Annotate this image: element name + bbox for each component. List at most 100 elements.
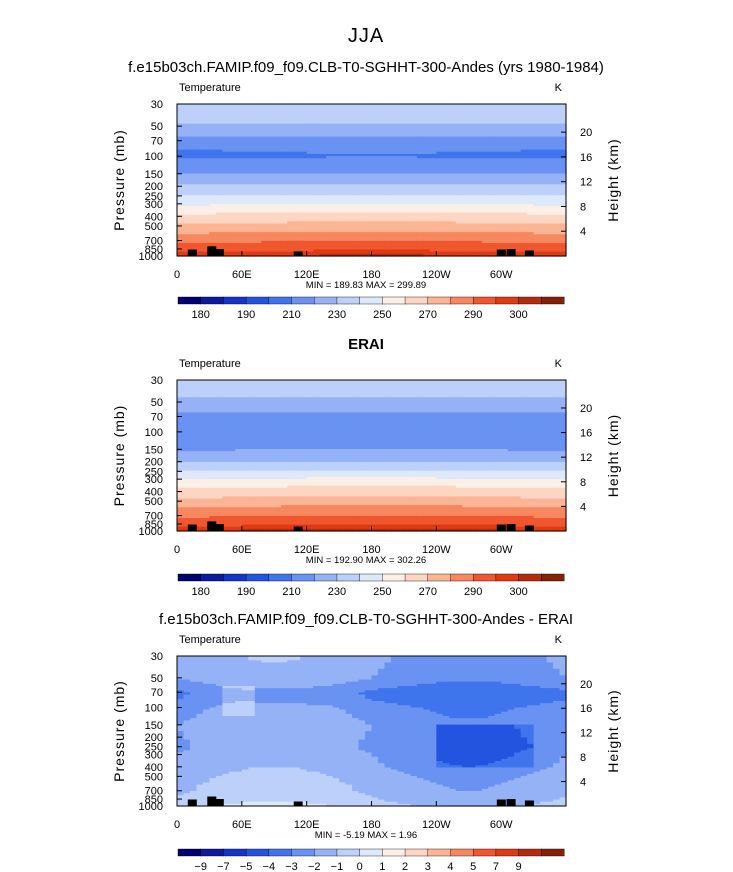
field-cell bbox=[397, 112, 405, 116]
field-cell bbox=[267, 136, 275, 140]
field-cell bbox=[222, 180, 230, 183]
field-cell bbox=[442, 251, 450, 255]
field-cell bbox=[248, 221, 256, 225]
field-cell bbox=[390, 199, 399, 203]
field-cell bbox=[241, 147, 249, 151]
field-cell bbox=[313, 145, 321, 149]
field-cell bbox=[293, 190, 301, 194]
field-cell bbox=[455, 123, 463, 127]
field-cell bbox=[371, 238, 379, 242]
field-cell bbox=[449, 175, 457, 179]
field-cell bbox=[287, 136, 295, 140]
field-cell bbox=[280, 166, 288, 170]
field-cell bbox=[365, 232, 373, 235]
field-cell bbox=[501, 190, 509, 194]
field-cell bbox=[488, 123, 496, 127]
field-cell bbox=[293, 232, 301, 235]
field-cell bbox=[423, 110, 431, 114]
field-cell bbox=[196, 162, 204, 166]
field-cell bbox=[533, 214, 541, 218]
field-cell bbox=[540, 114, 548, 118]
field-cell bbox=[481, 134, 489, 138]
field-cell bbox=[429, 169, 437, 172]
field-cell bbox=[455, 162, 463, 166]
field-cell bbox=[326, 119, 334, 122]
field-cell bbox=[410, 166, 418, 170]
field-cell bbox=[287, 242, 295, 246]
field-cell bbox=[215, 140, 223, 144]
field-cell bbox=[261, 132, 269, 135]
field-cell bbox=[326, 121, 334, 125]
field-cell bbox=[520, 114, 528, 118]
field-cell bbox=[540, 151, 548, 155]
field-cell bbox=[390, 169, 399, 172]
field-cell bbox=[501, 110, 509, 114]
field-cell bbox=[287, 193, 295, 196]
field-cell bbox=[423, 193, 431, 196]
field-cell bbox=[475, 156, 483, 159]
field-cell bbox=[488, 117, 496, 120]
field-cell bbox=[377, 223, 386, 227]
field-cell bbox=[397, 143, 405, 146]
field-cell bbox=[488, 121, 496, 125]
field-cell bbox=[189, 201, 198, 205]
field-cell bbox=[462, 166, 470, 170]
field-cell bbox=[527, 166, 535, 170]
field-cell bbox=[183, 110, 191, 114]
field-cell bbox=[177, 158, 185, 162]
field-cell bbox=[468, 169, 476, 172]
field-cell bbox=[514, 242, 522, 246]
field-cell bbox=[546, 201, 554, 205]
field-cell bbox=[202, 138, 211, 142]
field-cell bbox=[507, 127, 515, 131]
field-cell bbox=[423, 234, 431, 238]
field-cell bbox=[332, 151, 340, 155]
field-cell bbox=[352, 140, 360, 144]
field-cell bbox=[254, 117, 262, 120]
field-cell bbox=[287, 221, 295, 225]
field-cell bbox=[332, 106, 340, 109]
field-cell bbox=[267, 229, 275, 233]
field-cell bbox=[287, 253, 295, 257]
field-cell bbox=[254, 229, 262, 233]
field-cell bbox=[442, 223, 450, 227]
field-cell bbox=[403, 247, 411, 251]
field-cell bbox=[332, 190, 340, 194]
field-cell bbox=[371, 164, 379, 168]
field-cell bbox=[177, 160, 185, 164]
field-cell bbox=[209, 216, 217, 220]
field-cell bbox=[241, 180, 249, 183]
field-cell bbox=[416, 210, 424, 214]
field-cell bbox=[209, 206, 217, 209]
field-cell bbox=[488, 110, 496, 114]
field-cell bbox=[481, 232, 489, 235]
field-cell bbox=[177, 162, 185, 166]
field-cell bbox=[390, 153, 399, 157]
field-cell bbox=[319, 166, 327, 170]
field-cell bbox=[488, 151, 496, 155]
field-cell bbox=[553, 221, 561, 225]
field-cell bbox=[494, 147, 502, 151]
field-cell bbox=[254, 210, 262, 214]
field-cell bbox=[365, 216, 373, 220]
colorbar-box bbox=[427, 296, 451, 305]
field-cell bbox=[254, 221, 262, 225]
field-cell bbox=[501, 173, 509, 177]
field-cell bbox=[306, 119, 314, 122]
field-cell bbox=[416, 149, 424, 153]
field-cell bbox=[397, 177, 405, 181]
field-cell bbox=[313, 186, 321, 190]
field-cell bbox=[287, 112, 295, 116]
field-cell bbox=[183, 108, 191, 112]
field-cell bbox=[462, 234, 470, 238]
field-cell bbox=[390, 110, 399, 114]
field-cell bbox=[546, 216, 554, 220]
field-cell bbox=[455, 199, 463, 203]
field-cell bbox=[481, 158, 489, 162]
field-cell bbox=[494, 134, 502, 138]
field-cell bbox=[280, 206, 288, 209]
field-cell bbox=[183, 127, 191, 131]
field-cell bbox=[501, 208, 509, 211]
field-cell bbox=[345, 153, 353, 157]
field-cell bbox=[183, 130, 191, 133]
